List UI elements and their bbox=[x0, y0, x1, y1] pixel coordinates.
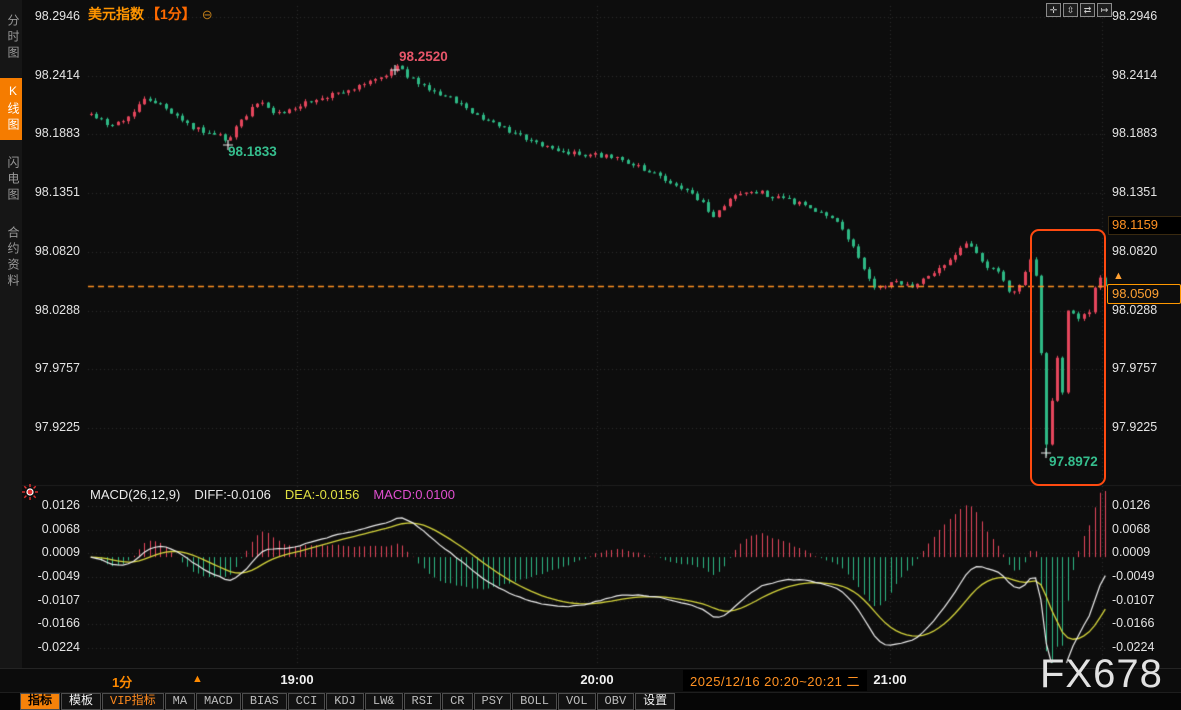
indicator-tab[interactable]: RSI bbox=[403, 693, 442, 710]
indicator-tab-bar: 指标 模板 VIP指标 MA MACD BIAS CCI KDJ LW& RSI CR PSY BOLL… bbox=[0, 692, 1181, 710]
time-axis-label: 20:00 bbox=[580, 672, 614, 687]
axis-tick-label: 97.9225 bbox=[34, 420, 80, 434]
move-tool-icon[interactable]: ✛ bbox=[1046, 3, 1061, 17]
axis-tick-label: 0.0126 bbox=[41, 498, 80, 512]
highlight-zone-box bbox=[1030, 229, 1106, 486]
axis-tick-label: -0.0049 bbox=[1112, 569, 1155, 583]
indicator-tab[interactable]: VIP指标 bbox=[102, 693, 164, 710]
chart-title: 美元指数 【1分】 ⊖ bbox=[88, 4, 213, 24]
axis-tick-label: -0.0107 bbox=[1112, 593, 1155, 607]
macd-hist-value: MACD:0.0100 bbox=[373, 487, 455, 502]
axis-tick-label: 0.0068 bbox=[1112, 522, 1151, 536]
axis-tick-label: 98.0820 bbox=[1112, 244, 1158, 258]
period-badge: 【1分】 bbox=[146, 6, 196, 22]
axis-tick-label: -0.0049 bbox=[37, 569, 80, 583]
axis-tick-label: -0.0107 bbox=[37, 593, 80, 607]
axis-tick-label: 97.9757 bbox=[1112, 361, 1158, 375]
indicator-tab[interactable]: CR bbox=[442, 693, 473, 710]
axis-tick-label: -0.0224 bbox=[37, 640, 80, 654]
axis-tick-label: 98.2946 bbox=[34, 9, 80, 23]
axis-tick-label: 98.1883 bbox=[1112, 126, 1158, 140]
indicator-tab[interactable]: MA bbox=[164, 693, 196, 710]
time-axis-label: 21:00 bbox=[873, 672, 907, 687]
indicator-tab[interactable]: 设置 bbox=[635, 693, 676, 710]
collapse-icon[interactable]: ⊖ bbox=[201, 7, 213, 22]
axis-tick-label: 98.2414 bbox=[1112, 68, 1158, 82]
price-marker-high: 98.1159 bbox=[1108, 216, 1181, 235]
indicator-tab[interactable]: BOLL bbox=[512, 693, 557, 710]
indicator-tab[interactable]: 模板 bbox=[61, 693, 102, 710]
axis-tick-label: 98.0288 bbox=[34, 303, 80, 317]
axis-tick-label: 0.0009 bbox=[41, 545, 80, 559]
period-selector-label[interactable]: 1分 bbox=[112, 675, 133, 690]
dip-low-annotation: 98.1833 bbox=[228, 144, 277, 159]
indicator-tab[interactable]: KDJ bbox=[326, 693, 364, 710]
price-direction-up-icon: ▲ bbox=[1113, 269, 1124, 282]
indicator-tab[interactable]: 指标 bbox=[20, 693, 61, 710]
time-axis-row: 1分 ▲ 19:00 20:00 21:00 2025/12/16 20:20~20… bbox=[0, 668, 1181, 692]
axis-scale-y-icon[interactable]: ⇳ bbox=[1063, 3, 1078, 17]
hover-range-label: 2025/12/16 20:20~20:21 二 bbox=[683, 670, 867, 691]
macd-dea-value: DEA:-0.0156 bbox=[284, 487, 360, 502]
macd-readout-row: MACD(26,12,9) DIFF:-0.0106 DEA:-0.0156 MACD… bbox=[90, 487, 469, 502]
axis-tick-label: 97.9757 bbox=[34, 361, 80, 375]
indicator-tab[interactable]: PSY bbox=[473, 693, 512, 710]
axis-tick-label: -0.0166 bbox=[1112, 616, 1155, 630]
axis-tick-label: 98.2946 bbox=[1112, 9, 1158, 23]
axis-tick-label: 0.0068 bbox=[41, 522, 80, 536]
chart-toolbar: ✛ ⇳ ⇄ ↦ bbox=[1046, 3, 1112, 17]
axis-tick-label: -0.0166 bbox=[37, 616, 80, 630]
axis-tick-label: 0.0009 bbox=[1112, 545, 1151, 559]
axis-tick-label: -0.0224 bbox=[1112, 640, 1155, 654]
sidebar-item-tab[interactable]: 闪电图 bbox=[6, 156, 20, 204]
macd-params-label: MACD(26,12,9) bbox=[90, 487, 181, 502]
axis-tick-label: 98.2414 bbox=[34, 68, 80, 82]
axis-tick-label: 0.0126 bbox=[1112, 498, 1151, 512]
indicator-tab[interactable]: MACD bbox=[196, 693, 241, 710]
sidebar-item-tab[interactable]: 分时图 bbox=[6, 14, 20, 62]
indicator-tab[interactable]: OBV bbox=[596, 693, 635, 710]
sidebar-item-tab[interactable]: 合约资料 bbox=[6, 226, 20, 290]
axis-tick-label: 98.1883 bbox=[34, 126, 80, 140]
session-low-annotation: 97.8972 bbox=[1049, 454, 1098, 469]
indicator-tab[interactable]: LW& bbox=[364, 693, 403, 710]
axis-tick-label: 98.0820 bbox=[34, 244, 80, 258]
macd-diff-value: DIFF:-0.0106 bbox=[194, 487, 271, 502]
indicator-tab[interactable]: CCI bbox=[287, 693, 326, 710]
axis-tick-label: 98.1351 bbox=[34, 185, 80, 199]
axis-tick-label: 98.1351 bbox=[1112, 185, 1158, 199]
session-high-annotation: 98.2520 bbox=[399, 49, 448, 64]
period-dropdown-icon[interactable]: ▲ bbox=[192, 673, 203, 685]
axis-scale-x-icon[interactable]: ⇄ bbox=[1080, 3, 1095, 17]
sidebar-item-active[interactable]: K线图 bbox=[0, 78, 22, 140]
chart-type-sidebar: 分时图 K线图闪电图合约资料 bbox=[0, 0, 22, 668]
time-axis-label: 19:00 bbox=[280, 672, 314, 687]
symbol-name: 美元指数 bbox=[88, 6, 144, 22]
watermark: FX678 bbox=[1040, 652, 1163, 696]
indicator-tab[interactable]: BIAS bbox=[241, 693, 287, 710]
axis-tick-label: 98.0288 bbox=[1112, 303, 1158, 317]
indicator-tab[interactable]: VOL bbox=[557, 693, 596, 710]
last-price-label: 98.0509 bbox=[1107, 283, 1181, 304]
indicator-alert-icon[interactable] bbox=[21, 483, 39, 501]
pan-right-icon[interactable]: ↦ bbox=[1097, 3, 1112, 17]
axis-tick-label: 97.9225 bbox=[1112, 420, 1158, 434]
